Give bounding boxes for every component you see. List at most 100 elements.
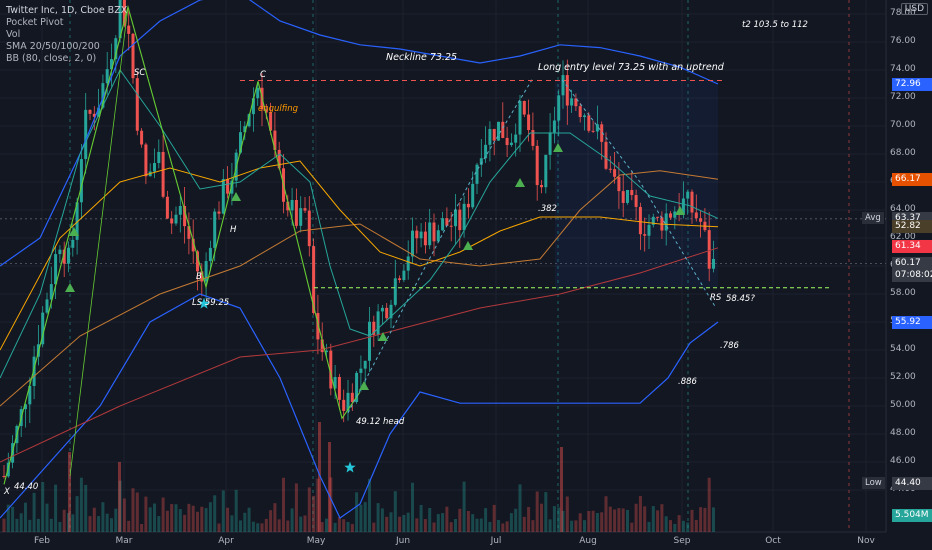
candle-body <box>544 154 548 188</box>
volume-bar <box>286 520 290 532</box>
candle-body <box>557 95 561 121</box>
candle-body <box>135 78 139 131</box>
candle-body <box>376 311 380 335</box>
volume-bar <box>681 520 685 532</box>
volume-bar <box>583 520 586 532</box>
price-tag-9: 5.504M <box>892 508 932 522</box>
volume-bar <box>565 496 569 532</box>
rs-value-label: 58.45? <box>726 294 755 304</box>
candle-body <box>531 130 535 146</box>
target-annotation: t2 103.5 to 112 <box>742 20 808 30</box>
low-value-label: 44.40 <box>14 482 39 492</box>
volume-bar <box>54 484 58 532</box>
candle-body <box>626 189 629 203</box>
candle-body <box>690 191 694 213</box>
candle-body <box>269 112 273 131</box>
candle-body <box>466 203 470 208</box>
candle-body <box>415 230 419 239</box>
volume-bar <box>2 518 6 532</box>
fib-382-label: .382 <box>538 204 557 214</box>
candle-body <box>595 124 599 132</box>
volume-bar <box>514 508 518 532</box>
candle-body <box>647 224 651 236</box>
volume-bar <box>333 522 337 532</box>
candle-body <box>127 25 131 34</box>
sma20-line <box>0 69 719 379</box>
volume-bar <box>243 512 247 532</box>
indicator-pocket-pivot[interactable]: Pocket Pivot <box>6 17 64 28</box>
volume-bar <box>122 498 126 532</box>
candle-body <box>303 208 307 211</box>
volume-bar <box>165 510 169 532</box>
candle-body <box>527 114 531 131</box>
volume-bar <box>196 511 199 532</box>
volume-bar <box>15 518 19 532</box>
volume-bar <box>260 523 264 532</box>
candle-body <box>638 206 642 235</box>
volume-bar <box>436 514 440 532</box>
volume-bar <box>88 516 92 532</box>
volume-bar <box>380 508 384 532</box>
volume-bar <box>415 518 419 532</box>
volume-bar <box>294 483 298 532</box>
point-b-label: B <box>196 272 202 282</box>
candle-body <box>110 59 113 70</box>
candle-body <box>54 254 58 285</box>
volume-bar <box>114 508 118 532</box>
currency-button[interactable]: USD <box>900 3 928 15</box>
volume-bar <box>518 484 522 532</box>
volume-bar <box>226 507 230 532</box>
volume-bar <box>669 520 672 532</box>
volume-bar <box>574 520 578 532</box>
volume-bar <box>174 504 178 532</box>
candle-body <box>325 350 328 353</box>
indicator-bollinger[interactable]: BB (80, close, 2, 0) <box>6 53 97 64</box>
price-tag-5: 60.17 <box>892 256 932 270</box>
candle-body <box>105 69 109 84</box>
candle-body <box>286 201 290 211</box>
volume-bar <box>608 506 612 532</box>
candle-body <box>208 247 212 262</box>
bb-lower <box>0 293 719 519</box>
candle-body <box>445 218 449 226</box>
month-label-jul: Jul <box>490 536 502 546</box>
indicator-volume[interactable]: Vol <box>6 29 21 40</box>
price-tick-label: 70.00 <box>890 120 916 130</box>
volume-bar <box>28 519 32 532</box>
point-x-label: X <box>4 487 10 497</box>
pocket-pivot-marker <box>515 178 525 187</box>
month-label-sep: Sep <box>673 536 691 546</box>
volume-bar <box>105 513 109 532</box>
volume-bar <box>303 515 307 532</box>
candle-body <box>423 231 427 246</box>
volume-bar <box>62 509 66 532</box>
candle-body <box>372 321 376 335</box>
price-tick-label: 58.00 <box>890 288 916 298</box>
fib-886-label: .886 <box>678 377 697 387</box>
month-label-feb: Feb <box>34 536 50 546</box>
volume-spike <box>560 447 563 532</box>
candle-body <box>307 210 311 247</box>
candle-body <box>28 385 32 405</box>
price-tick-label: 64.00 <box>890 204 916 214</box>
symbol-title[interactable]: Twitter Inc, 1D, Cboe BZX <box>6 5 128 16</box>
indicator-sma[interactable]: SMA 20/50/100/200 <box>6 41 100 52</box>
volume-bar <box>131 488 135 532</box>
candle-body <box>574 98 578 107</box>
candle-body <box>419 231 423 239</box>
volume-bar <box>372 522 376 532</box>
volume-bar <box>299 516 303 532</box>
volume-bar <box>471 514 475 532</box>
price-tag-1: 66.17 <box>892 172 932 186</box>
avg-label: Avg <box>862 211 884 224</box>
candle-body <box>359 368 363 373</box>
candle-body <box>41 312 45 345</box>
price-tag-6: 07:08:02 <box>892 268 932 282</box>
volume-bar <box>337 517 341 532</box>
candle-body <box>329 350 333 389</box>
candle-body <box>604 141 608 169</box>
candle-body <box>350 392 354 403</box>
volume-bar <box>497 519 500 532</box>
candle-body <box>316 313 320 340</box>
